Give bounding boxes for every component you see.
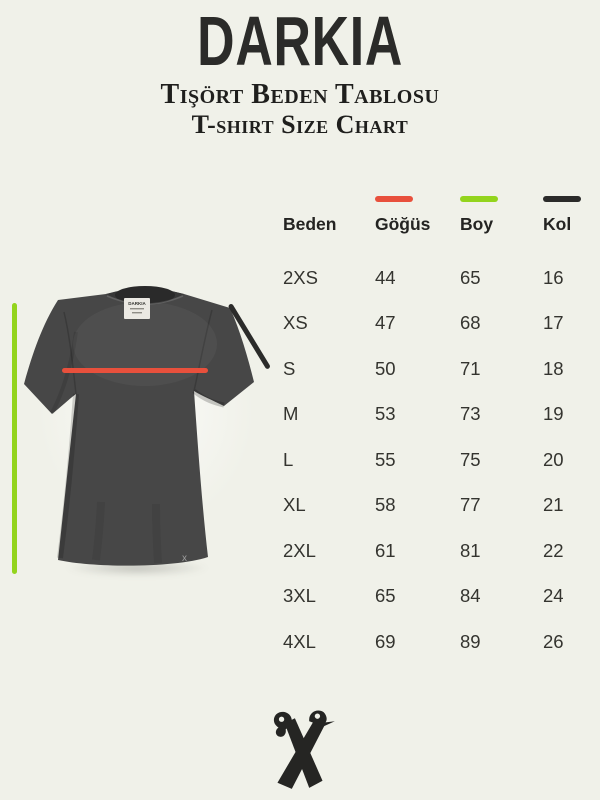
length-cell: 71: [460, 357, 481, 379]
column-label: Göğüs: [375, 214, 431, 234]
underarm-shading: [192, 389, 225, 408]
size-cell: S: [283, 357, 296, 379]
left-sleeve-seam: [63, 311, 77, 395]
size-cell: M: [283, 403, 299, 425]
sleeve-cell: 24: [543, 585, 564, 607]
neck-label-line: [132, 312, 142, 314]
length-cell: 73: [460, 403, 481, 425]
length-measure-line: [12, 303, 17, 574]
chest-color-indicator: [375, 196, 413, 202]
chest-highlight: [73, 302, 217, 386]
length-color-indicator: [460, 196, 498, 202]
brand-title: DARKIA: [0, 6, 600, 78]
length-cell: 68: [460, 312, 481, 334]
size-chart-table: Beden Göğüs Boy Kol 2XS 44 65 16: [283, 196, 598, 665]
sleeve-color-indicator: [543, 196, 581, 202]
chest-cell: 47: [375, 312, 396, 334]
column-header-boy: Boy: [460, 196, 543, 235]
chest-cell: 69: [375, 630, 396, 652]
logo-x-stroke: [277, 718, 326, 789]
table-header-row: Beden Göğüs Boy Kol: [283, 196, 598, 235]
chest-cell: 44: [375, 266, 396, 288]
sleeve-cell: 17: [543, 312, 564, 334]
brand-x-logo: [273, 710, 335, 789]
length-cell: 75: [460, 448, 481, 470]
tshirt-photo: DARKIA x: [6, 272, 286, 602]
tshirt-image: DARKIA x: [24, 286, 254, 566]
length-cell: 81: [460, 539, 481, 561]
sleeve-cell: 26: [543, 630, 564, 652]
length-cell: 65: [460, 266, 481, 288]
logo-right-bird-eye: [314, 713, 321, 719]
hem-logo-text: x: [182, 553, 187, 564]
hem-fold: [92, 501, 105, 561]
size-cell: L: [283, 448, 294, 470]
size-cell: 4XL: [283, 630, 316, 652]
subtitle-english: T-shirt Size Chart: [191, 110, 409, 139]
neck-label-text: DARKIA: [128, 301, 146, 306]
sleeve-cell: 20: [543, 448, 564, 470]
column-label: Kol: [543, 214, 572, 234]
sleeve-cell: 16: [543, 266, 564, 288]
sleeve-cell: 18: [543, 357, 564, 379]
sleeve-cell: 22: [543, 539, 564, 561]
chest-measure-line: [62, 368, 208, 373]
size-cell: 2XL: [283, 539, 316, 561]
subtitle-turkish: Tişört Beden Tablosu: [160, 79, 440, 110]
length-cell: 77: [460, 494, 481, 516]
size-cell: XL: [283, 494, 306, 516]
logo-left-bird-eye: [278, 716, 285, 722]
fold-shading: [57, 393, 79, 559]
chest-cell: 50: [375, 357, 396, 379]
column-label: Beden: [283, 214, 337, 234]
column-header-gogus: Göğüs: [375, 196, 460, 235]
column-header-kol: Kol: [543, 196, 598, 235]
chest-cell: 58: [375, 494, 396, 516]
hem-fold: [152, 503, 162, 564]
neck-label-line: [130, 308, 144, 310]
tshirt-body: [24, 289, 254, 566]
table-body: 2XS 44 65 16 XS 47 68 17 S 50 71 18 M 53…: [283, 255, 598, 665]
chest-cell: 53: [375, 403, 396, 425]
chest-cell: 65: [375, 585, 396, 607]
size-cell: 2XS: [283, 266, 318, 288]
size-cell: XS: [283, 312, 308, 334]
chest-cell: 61: [375, 539, 396, 561]
chest-cell: 55: [375, 448, 396, 470]
right-sleeve-seam: [193, 309, 213, 392]
sleeve-cell: 19: [543, 403, 564, 425]
length-cell: 84: [460, 585, 481, 607]
sleeve-cell: 21: [543, 494, 564, 516]
column-label: Boy: [460, 214, 494, 234]
column-header-beden: Beden: [283, 196, 375, 235]
size-cell: 3XL: [283, 585, 316, 607]
sleeve-crease: [50, 331, 78, 414]
logo-left-bird-head: [273, 711, 292, 737]
length-cell: 89: [460, 630, 481, 652]
brand-title-text: DARKIA: [197, 2, 403, 80]
